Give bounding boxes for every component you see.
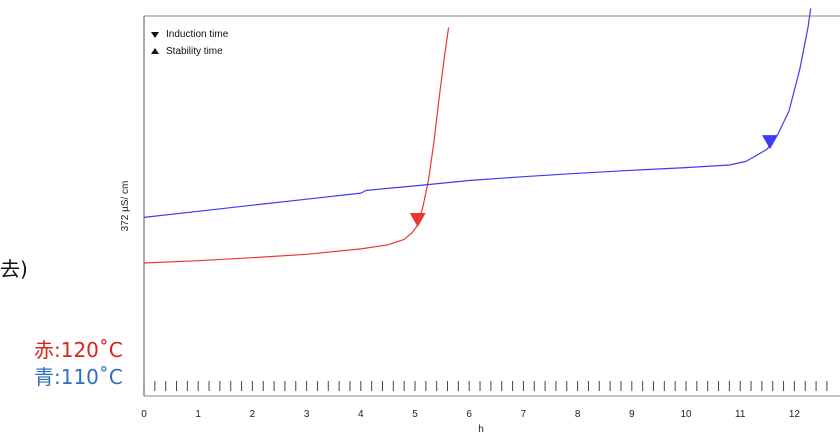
red-series-key: 赤:120˚C: [34, 338, 123, 362]
x-tick-label: 10: [680, 409, 692, 420]
x-axis-label: h: [478, 424, 484, 435]
x-tick-label: 6: [466, 409, 472, 420]
blue-series-key: 青:110˚C: [34, 365, 123, 389]
induction-time-marker: [409, 213, 426, 227]
y-axis-label: 372 µS/ cm: [120, 181, 131, 232]
legend-stability-marker: [151, 48, 159, 54]
marker-layer: [409, 135, 779, 227]
legend-induction-marker: [151, 32, 159, 38]
x-tick-label: 0: [141, 409, 147, 420]
x-tick-labels: 0 1 2 3 4 5 6 7 8 9 10 11 12: [141, 409, 800, 420]
induction-time-marker: [762, 135, 779, 150]
series-line-1: [143, 8, 812, 218]
x-tick-label: 3: [304, 409, 310, 420]
x-tick-label: 4: [358, 409, 364, 420]
x-tick-label: 8: [575, 409, 581, 420]
cropped-caption-text: 去): [0, 257, 28, 281]
x-tick-label: 7: [521, 409, 527, 420]
legend-stability-label: Stability time: [166, 46, 223, 57]
legend: Induction time Stability time: [151, 29, 229, 57]
legend-induction-label: Induction time: [166, 29, 229, 40]
minor-ticks: [143, 381, 828, 391]
x-tick-label: 11: [735, 409, 746, 420]
x-tick-label: 5: [412, 409, 418, 420]
x-tick-label: 2: [250, 409, 256, 420]
x-tick-label: 9: [629, 409, 635, 420]
series-line-0: [143, 27, 450, 264]
x-tick-label: 12: [789, 409, 801, 420]
x-tick-label: 1: [195, 409, 201, 420]
series-layer: [143, 8, 812, 264]
